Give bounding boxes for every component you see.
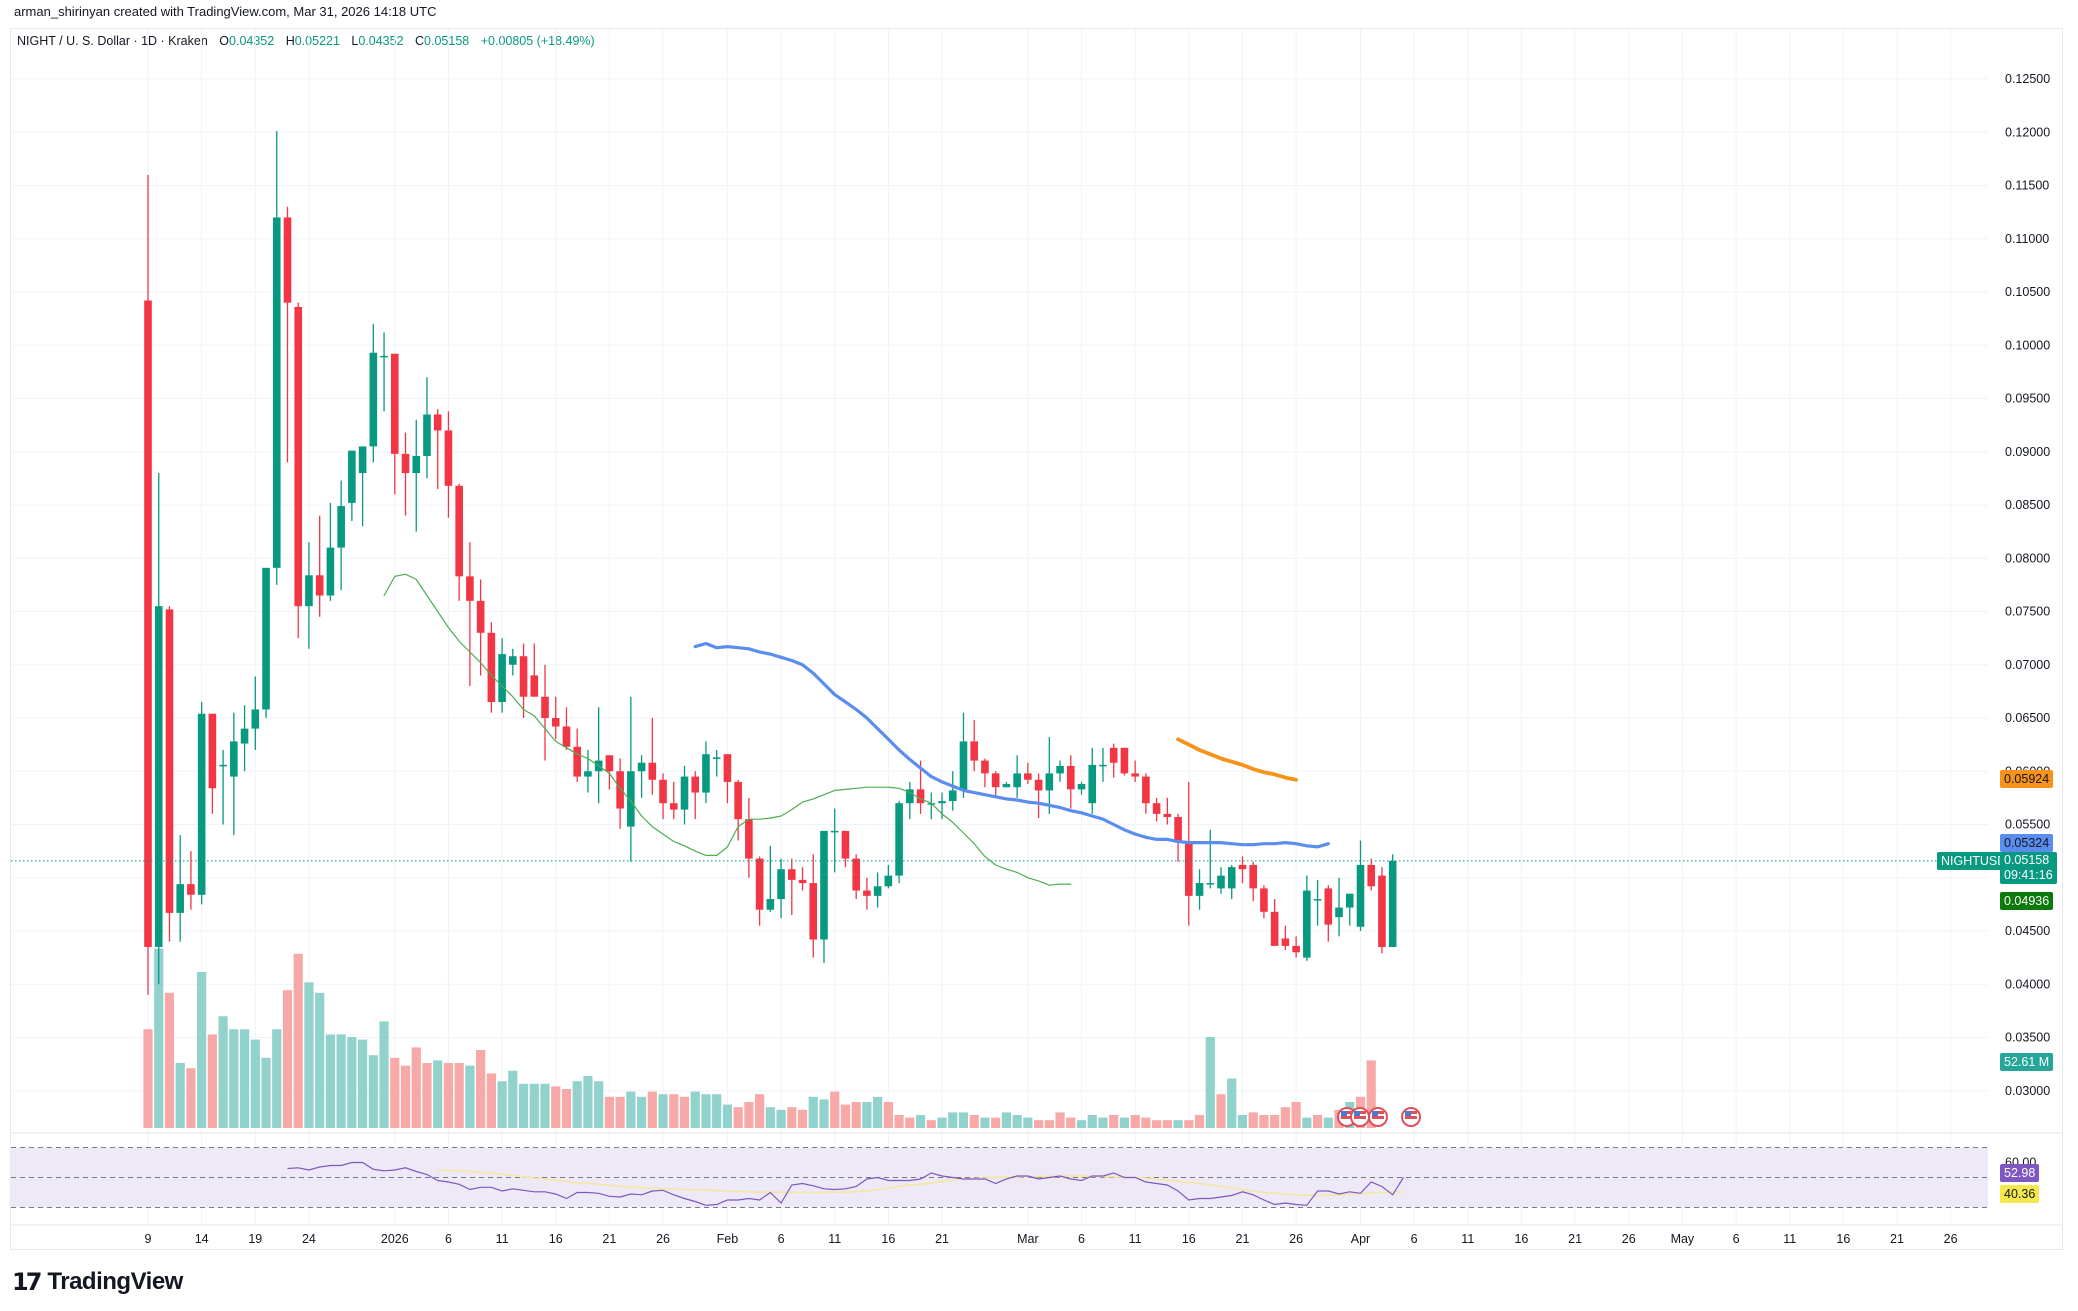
svg-text:6: 6 bbox=[1733, 1232, 1740, 1246]
svg-text:26: 26 bbox=[1289, 1232, 1303, 1246]
svg-text:0.09000: 0.09000 bbox=[2005, 445, 2050, 459]
svg-text:0.08500: 0.08500 bbox=[2005, 498, 2050, 512]
rsi-value-tag: 52.98 bbox=[2000, 1164, 2040, 1183]
svg-text:6: 6 bbox=[1411, 1232, 1418, 1246]
svg-text:16: 16 bbox=[1182, 1232, 1196, 1246]
last-price-tag: 0.05158 09:41:16 bbox=[2000, 851, 2057, 884]
tradingview-logo[interactable]: 17 TradingView bbox=[12, 1268, 183, 1296]
high-label: H bbox=[285, 34, 295, 48]
svg-text:21: 21 bbox=[1236, 1232, 1250, 1246]
moving-averages bbox=[383, 573, 1330, 886]
open-value: 0.04352 bbox=[229, 34, 275, 48]
svg-text:0.06500: 0.06500 bbox=[2005, 711, 2050, 725]
rsi-panel bbox=[11, 1147, 1988, 1208]
svg-text:21: 21 bbox=[1890, 1232, 1904, 1246]
svg-text:0.03500: 0.03500 bbox=[2005, 1031, 2050, 1045]
symbol-title: NIGHT / U. S. Dollar · 1D · Kraken bbox=[17, 34, 208, 48]
tradingview-logo-icon: 17 bbox=[12, 1268, 42, 1296]
rsi-ma-value-tag: 40.36 bbox=[2000, 1184, 2040, 1203]
svg-text:0.07500: 0.07500 bbox=[2005, 605, 2050, 619]
ma-green-price-tag: 0.04936 bbox=[2000, 891, 2054, 910]
svg-text:24: 24 bbox=[302, 1232, 316, 1246]
open-label: O bbox=[219, 34, 230, 48]
candlesticks bbox=[11, 131, 1988, 995]
svg-text:21: 21 bbox=[1568, 1232, 1582, 1246]
chart-credit: arman_shirinyan created with TradingView… bbox=[14, 4, 437, 19]
svg-text:0.11000: 0.11000 bbox=[2005, 232, 2049, 246]
svg-text:19: 19 bbox=[248, 1232, 262, 1246]
us-economic-event-icon[interactable] bbox=[1368, 1107, 1388, 1127]
svg-text:0.10000: 0.10000 bbox=[2005, 338, 2050, 352]
svg-text:6: 6 bbox=[445, 1232, 452, 1246]
svg-text:26: 26 bbox=[656, 1232, 670, 1246]
svg-text:14: 14 bbox=[195, 1232, 209, 1246]
svg-text:16: 16 bbox=[549, 1232, 563, 1246]
svg-text:21: 21 bbox=[602, 1232, 616, 1246]
svg-text:6: 6 bbox=[778, 1232, 785, 1246]
last-price-value: 0.05158 bbox=[2004, 852, 2050, 867]
svg-text:11: 11 bbox=[496, 1232, 509, 1246]
svg-text:0.11500: 0.11500 bbox=[2005, 179, 2049, 193]
event-icons[interactable] bbox=[1337, 1107, 1421, 1127]
svg-text:11: 11 bbox=[1461, 1232, 1474, 1246]
svg-text:16: 16 bbox=[1514, 1232, 1528, 1246]
svg-text:0.10500: 0.10500 bbox=[2005, 285, 2050, 299]
low-label: L bbox=[351, 34, 359, 48]
svg-text:26: 26 bbox=[1622, 1232, 1636, 1246]
svg-text:0.05500: 0.05500 bbox=[2005, 818, 2050, 832]
svg-text:2026: 2026 bbox=[381, 1232, 409, 1246]
svg-text:0.04000: 0.04000 bbox=[2005, 977, 2050, 991]
svg-text:0.12500: 0.12500 bbox=[2005, 72, 2050, 86]
svg-text:21: 21 bbox=[935, 1232, 949, 1246]
volume-tag: 52.61 M bbox=[2000, 1053, 2054, 1071]
svg-text:16: 16 bbox=[1836, 1232, 1850, 1246]
bar-countdown: 09:41:16 bbox=[2004, 867, 2053, 882]
symbol-legend: NIGHT / U. S. Dollar · 1D · Kraken O0.04… bbox=[17, 34, 595, 48]
svg-text:Feb: Feb bbox=[717, 1232, 739, 1246]
close-value: 0.05158 bbox=[424, 34, 470, 48]
svg-text:0.12000: 0.12000 bbox=[2005, 125, 2050, 139]
us-economic-event-icon[interactable] bbox=[1350, 1107, 1370, 1127]
close-label: C bbox=[415, 34, 425, 48]
symbol-name-tag: NIGHTUSD bbox=[1937, 851, 2011, 870]
us-economic-event-icon[interactable] bbox=[1401, 1107, 1421, 1127]
ma-blue-price-tag: 0.05324 bbox=[2000, 834, 2054, 853]
svg-text:0.03000: 0.03000 bbox=[2005, 1084, 2050, 1098]
tradingview-logo-text: TradingView bbox=[47, 1268, 183, 1295]
ma-orange-price-tag: 0.05924 bbox=[2000, 770, 2054, 789]
svg-text:11: 11 bbox=[828, 1232, 841, 1246]
svg-text:26: 26 bbox=[1944, 1232, 1958, 1246]
volume-bars bbox=[143, 948, 1376, 1128]
svg-text:May: May bbox=[1671, 1232, 1695, 1246]
svg-text:11: 11 bbox=[1129, 1232, 1142, 1246]
svg-text:0.04500: 0.04500 bbox=[2005, 924, 2050, 938]
svg-text:6: 6 bbox=[1078, 1232, 1085, 1246]
svg-text:0.08000: 0.08000 bbox=[2005, 551, 2050, 565]
high-value: 0.05221 bbox=[294, 34, 340, 48]
svg-text:0.09500: 0.09500 bbox=[2005, 392, 2050, 406]
svg-text:Mar: Mar bbox=[1017, 1232, 1039, 1246]
svg-text:Apr: Apr bbox=[1351, 1232, 1370, 1246]
svg-text:11: 11 bbox=[1783, 1232, 1796, 1246]
change-value: +0.00805 (+18.49%) bbox=[480, 34, 595, 48]
svg-text:16: 16 bbox=[881, 1232, 895, 1246]
low-value: 0.04352 bbox=[358, 34, 404, 48]
svg-text:9: 9 bbox=[145, 1232, 152, 1246]
svg-text:0.07000: 0.07000 bbox=[2005, 658, 2050, 672]
